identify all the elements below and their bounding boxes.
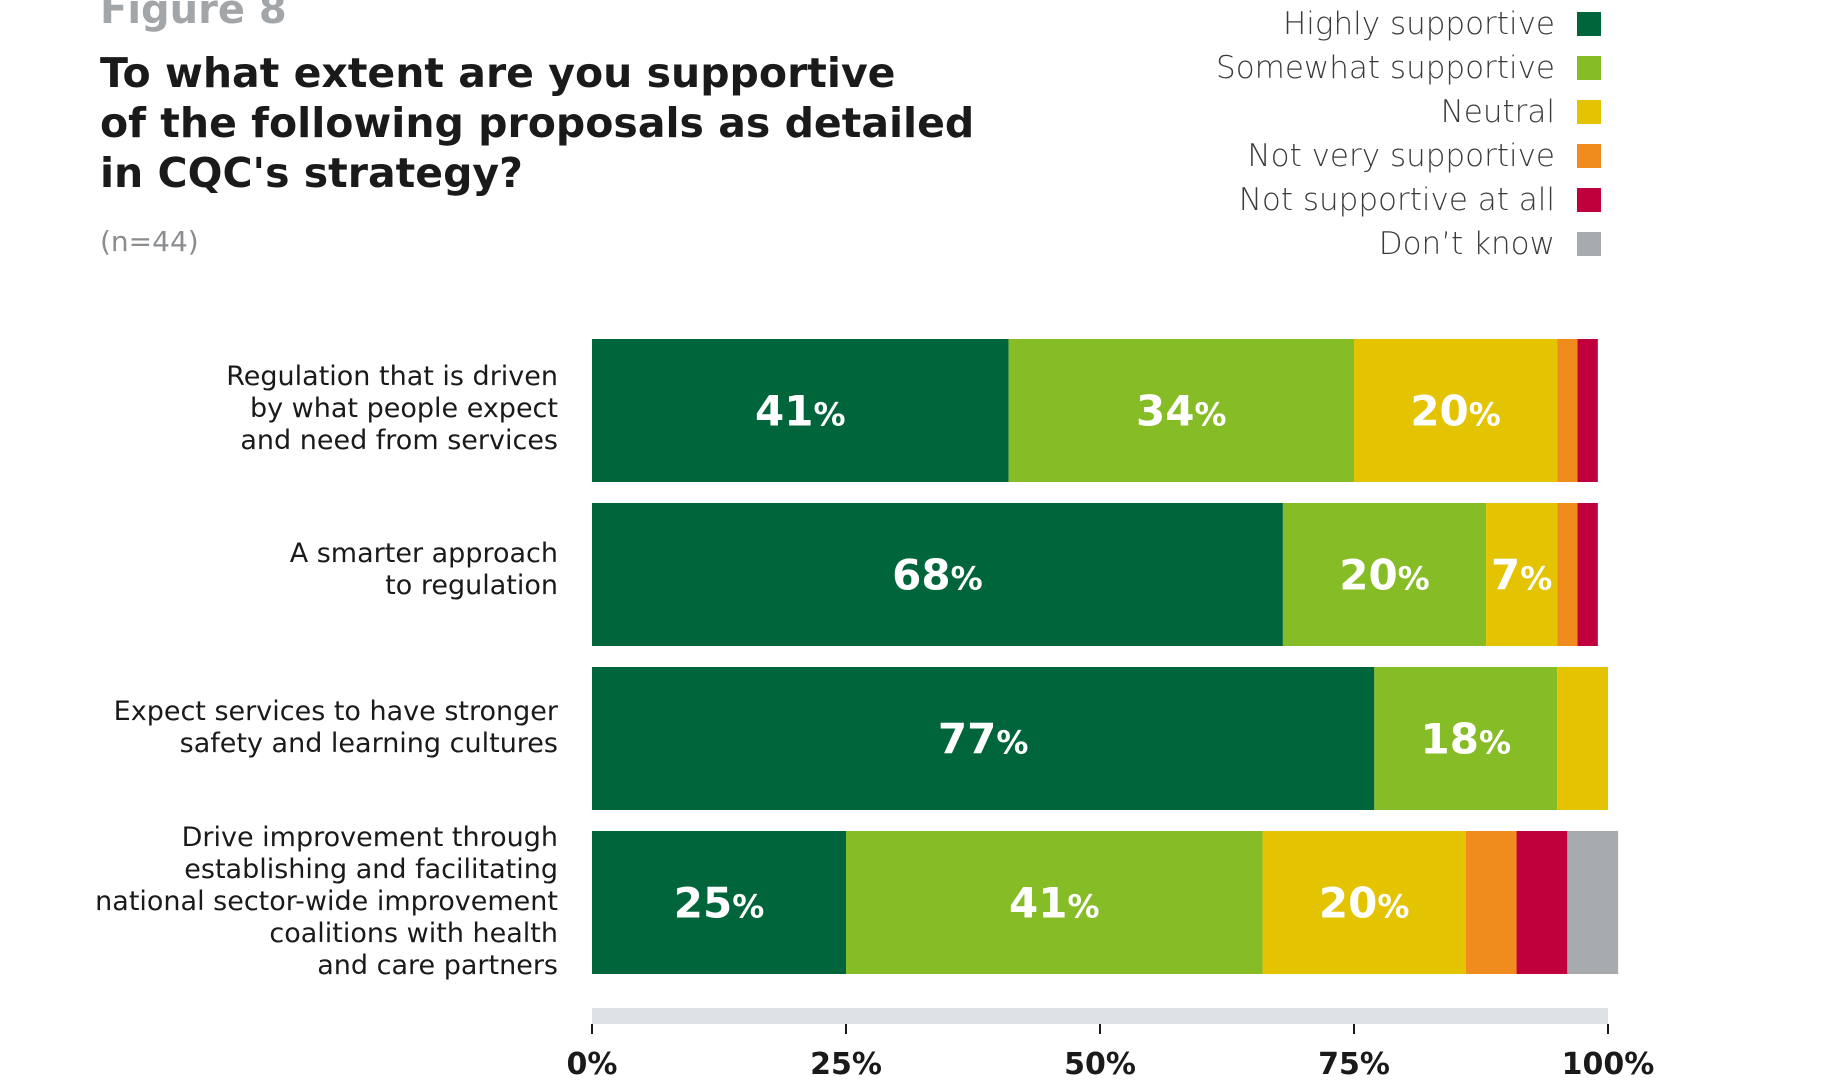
category-label-regulation: Regulation that is driven by what people… [226,361,558,457]
legend-label: Not supportive at all [1238,182,1555,218]
bar-data-label: 34% [1136,387,1227,436]
x-tick-label: 25% [810,1047,882,1081]
legend-item-dont-know: Don’t know [1216,222,1601,266]
bar-data-label: 20% [1339,551,1430,600]
bar-data-label: 41% [755,387,846,436]
bar-segment [1354,339,1558,482]
category-label-line: coalitions with health [269,918,558,949]
legend: Highly supportive Somewhat supportive Ne… [1216,2,1601,266]
bar-segment [592,667,1375,810]
bar-segment [592,503,1283,646]
legend-swatch [1577,144,1601,168]
category-label-line: national sector-wide improvement [95,886,558,917]
legend-label: Not very supportive [1247,138,1555,174]
category-label-line: establishing and facilitating [184,854,558,885]
legend-swatch [1577,56,1601,80]
legend-swatch [1577,12,1601,36]
legend-item-neutral: Neutral [1216,90,1601,134]
bar-data-label: 77% [938,715,1029,764]
bar-segment [846,831,1263,974]
category-label-line: and need from services [240,425,558,456]
x-tick-label: 100% [1562,1047,1655,1081]
bar-data-label: 68% [892,551,983,600]
bar-segment [1557,503,1578,646]
bar-segment [1374,667,1558,810]
legend-swatch [1577,188,1601,212]
legend-swatch [1577,100,1601,124]
x-tick-label: 0% [567,1047,618,1081]
bar-segment [592,339,1009,482]
bar-segment [1567,831,1619,974]
legend-label: Somewhat supportive [1216,50,1555,86]
legend-label: Don’t know [1378,226,1555,262]
bar-data-label: 41% [1009,879,1100,928]
bar-data-label: 18% [1421,715,1512,764]
x-axis-bar [592,1008,1608,1024]
bar-data-label: 7% [1491,551,1552,600]
legend-item-not-very: Not very supportive [1216,134,1601,178]
legend-item-highly: Highly supportive [1216,2,1601,46]
legend-item-not-at-all: Not supportive at all [1216,178,1601,222]
legend-label: Neutral [1440,94,1555,130]
legend-label: Highly supportive [1282,6,1555,42]
category-label-safety-cultures: Expect services to have stronger safety … [114,696,558,760]
category-label-drive-improvement: Drive improvement through establishing a… [95,822,558,982]
legend-swatch [1577,232,1601,256]
category-label-line: safety and learning cultures [179,728,558,759]
bar-segment [1577,503,1598,646]
category-label-line: and care partners [317,950,558,981]
bar-segment [1282,503,1487,646]
category-label-line: to regulation [385,570,558,601]
chart-title: To what extent are you supportive of the… [100,48,975,198]
x-tick-label: 75% [1318,1047,1390,1081]
category-label-line: A smarter approach [289,538,558,569]
bar-segment [1557,339,1578,482]
category-label-smarter-approach: A smarter approach to regulation [290,538,558,602]
category-label-line: by what people expect [249,393,558,424]
bar-segment [1262,831,1466,974]
bar-segment [592,831,846,974]
bar-segment [1465,831,1517,974]
bar-segment [1486,503,1558,646]
figure-label: Figure 8 [100,0,287,33]
category-label-line: Drive improvement through [181,822,558,853]
chart-title-line: in CQC's strategy? [100,149,523,197]
bar-segment [1577,339,1598,482]
chart-title-line: To what extent are you supportive [100,49,896,97]
bar-data-label: 25% [674,879,765,928]
category-label-line: Regulation that is driven [226,361,558,392]
x-tick-label: 50% [1064,1047,1136,1081]
bar-data-label: 20% [1410,387,1501,436]
category-label-line: Expect services to have stronger [113,696,558,727]
legend-item-somewhat: Somewhat supportive [1216,46,1601,90]
bar-data-label: 20% [1319,879,1410,928]
sample-size: (n=44) [100,225,199,258]
bar-segment [1008,339,1354,482]
bar-segment [1557,667,1608,810]
bar-segment [1516,831,1568,974]
chart-title-line: of the following proposals as detailed [100,99,975,147]
